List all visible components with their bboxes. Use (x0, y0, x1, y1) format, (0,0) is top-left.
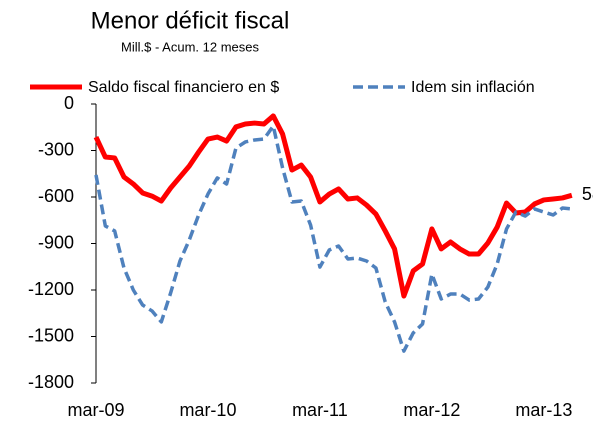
legend-label: Saldo fiscal financiero en $ (88, 79, 279, 96)
x-tick-label: mar-10 (179, 400, 236, 420)
series-line (94, 124, 573, 353)
x-tick-label: mar-09 (67, 400, 124, 420)
data-label: 589 (582, 184, 593, 204)
y-tick-label: -900 (38, 232, 74, 252)
y-tick-label: -1500 (28, 325, 74, 345)
series-line (93, 113, 573, 299)
legend-label: Idem sin inflación (411, 79, 535, 96)
y-tick-label: -300 (38, 139, 74, 159)
y-tick-label: -1200 (28, 279, 74, 299)
y-tick-label: -600 (38, 186, 74, 206)
x-tick-label: mar-11 (292, 400, 348, 420)
y-tick-label: -1800 (28, 372, 74, 392)
chart-title: Menor déficit fiscal (91, 7, 290, 34)
x-tick-label: mar-13 (515, 400, 572, 420)
chart-subtitle: Mill.$ - Acum. 12 meses (121, 39, 259, 54)
x-tick-label: mar-12 (403, 400, 460, 420)
y-tick-label: 0 (64, 93, 74, 113)
